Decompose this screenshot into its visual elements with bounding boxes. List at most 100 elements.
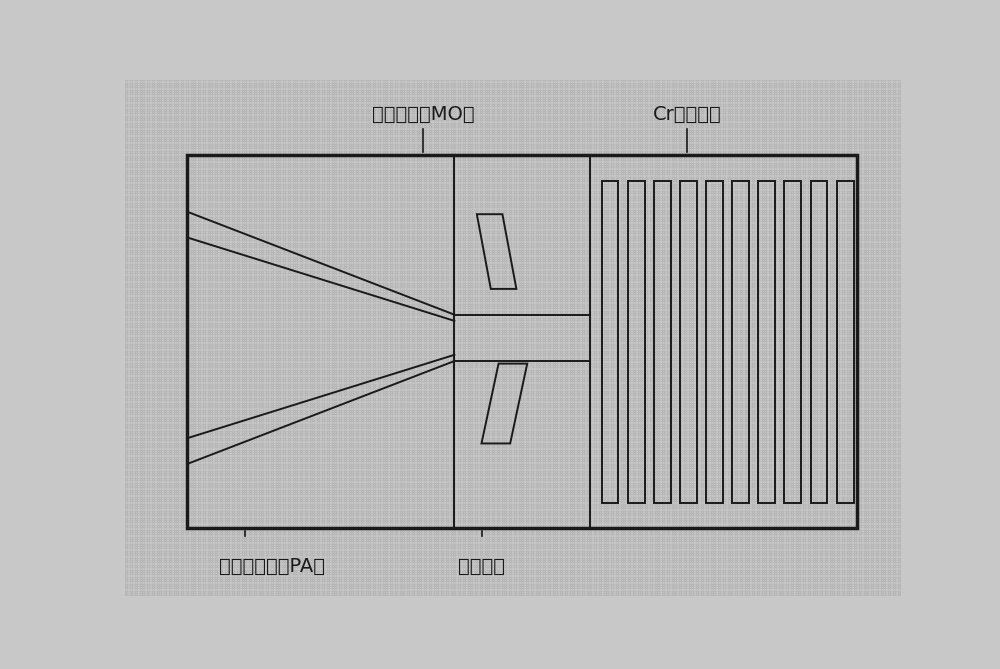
Point [625, 343, 641, 354]
Point [552, 148, 568, 159]
Point [119, 371, 135, 382]
Point [251, 89, 267, 100]
Point [161, 494, 177, 504]
Point [149, 559, 165, 570]
Point [331, 209, 347, 219]
Point [506, 209, 522, 219]
Point [579, 233, 595, 244]
Point [586, 101, 602, 112]
Point [547, 296, 563, 307]
Point [625, 225, 641, 236]
Point [234, 235, 250, 246]
Point [800, 153, 816, 163]
Point [270, 427, 286, 438]
Point [703, 553, 719, 563]
Point [615, 242, 631, 253]
Point [542, 527, 558, 537]
Point [797, 153, 813, 163]
Point [343, 498, 359, 509]
Point [467, 247, 483, 258]
Point [226, 553, 242, 563]
Point [192, 440, 208, 450]
Point [358, 466, 374, 476]
Point [265, 534, 281, 545]
Point [727, 494, 743, 504]
Point [778, 98, 794, 109]
Point [185, 503, 201, 514]
Point [153, 475, 169, 486]
Point [882, 381, 898, 391]
Point [690, 237, 706, 248]
Point [491, 115, 507, 126]
Point [333, 345, 349, 356]
Point [479, 138, 495, 149]
Point [712, 458, 728, 469]
Point [180, 427, 196, 438]
Point [292, 258, 308, 269]
Point [771, 397, 787, 408]
Point [219, 550, 235, 561]
Point [146, 350, 162, 361]
Point [744, 155, 760, 166]
Point [141, 374, 157, 385]
Point [552, 383, 568, 394]
Point [202, 211, 218, 222]
Point [790, 505, 806, 516]
Point [387, 494, 403, 504]
Point [603, 329, 619, 340]
Point [353, 348, 369, 359]
Point [819, 112, 835, 123]
Point [467, 541, 483, 551]
Point [831, 249, 847, 260]
Point [515, 534, 531, 545]
Point [768, 324, 784, 335]
Point [360, 425, 376, 436]
Point [858, 484, 874, 495]
Point [700, 110, 716, 121]
Point [846, 181, 862, 191]
Point [727, 539, 743, 549]
Point [372, 348, 388, 359]
Point [243, 254, 259, 264]
Point [343, 581, 359, 591]
Point [831, 185, 847, 196]
Point [707, 379, 723, 389]
Point [766, 165, 782, 175]
Point [377, 343, 393, 354]
Point [829, 124, 845, 135]
Point [666, 442, 682, 452]
Point [688, 190, 704, 201]
Point [450, 564, 466, 575]
Point [477, 291, 493, 302]
Point [134, 315, 150, 326]
Point [860, 494, 876, 504]
Point [746, 517, 762, 528]
Point [681, 411, 697, 422]
Point [603, 151, 619, 161]
Point [511, 569, 527, 579]
Point [486, 160, 502, 171]
Point [472, 348, 488, 359]
Point [134, 364, 150, 375]
Point [219, 272, 235, 283]
Point [302, 407, 318, 417]
Point [788, 553, 804, 563]
Point [666, 138, 682, 149]
Point [445, 522, 461, 533]
Point [843, 124, 859, 135]
Point [656, 498, 672, 509]
Point [409, 562, 425, 573]
Point [605, 475, 621, 486]
Point [265, 169, 281, 180]
Point [858, 80, 874, 90]
Point [790, 404, 806, 415]
Point [506, 89, 522, 100]
Point [365, 341, 381, 351]
Point [341, 425, 357, 436]
Point [588, 381, 604, 391]
Point [890, 282, 906, 292]
Point [790, 242, 806, 253]
Point [700, 145, 716, 156]
Point [673, 553, 689, 563]
Point [311, 341, 327, 351]
